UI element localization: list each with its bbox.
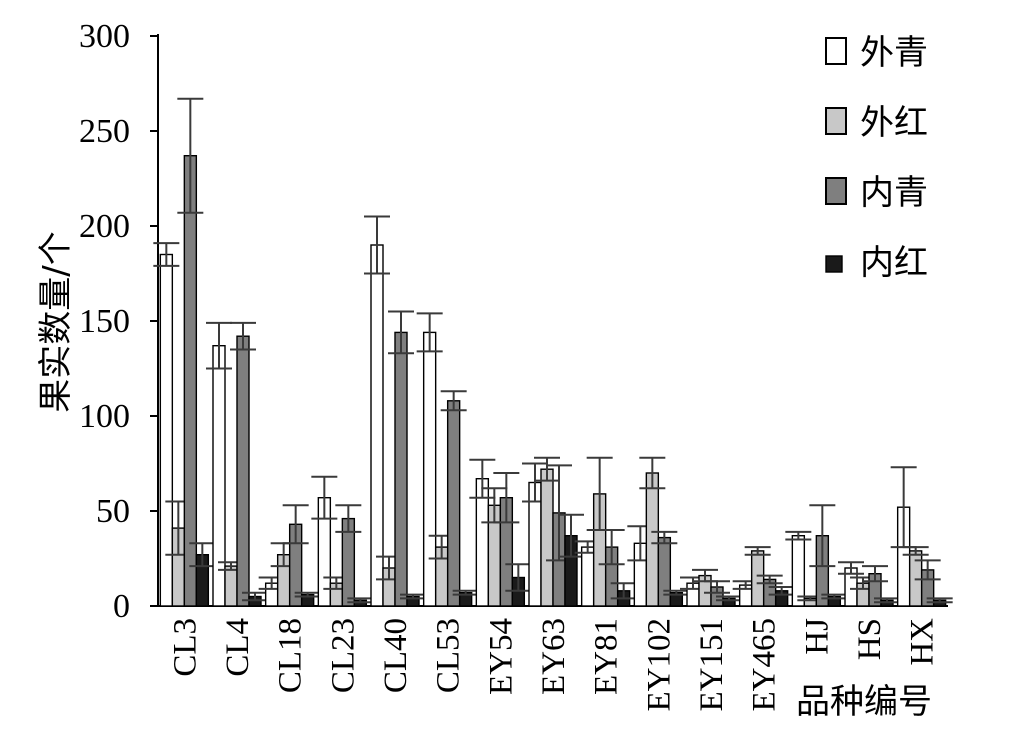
legend-swatch <box>825 177 847 205</box>
y-tick-label: 200 <box>79 208 130 245</box>
y-tick-label: 50 <box>96 493 130 530</box>
bar-EY63-2 <box>540 468 554 607</box>
y-tick-label: 150 <box>79 303 130 340</box>
x-tick-label: CL23 <box>325 618 361 693</box>
legend-item: 外青 <box>825 33 928 73</box>
x-tick-label: CL4 <box>220 618 256 677</box>
y-tick-label: 0 <box>113 588 130 625</box>
y-tick-label: 300 <box>79 18 130 55</box>
x-tick-label: EY63 <box>536 618 572 695</box>
y-tick-label: 250 <box>79 113 130 150</box>
bar-CL3-3 <box>183 154 198 607</box>
bar-EY102-2 <box>645 472 660 607</box>
legend-swatch <box>825 107 847 135</box>
legend-item: 内青 <box>825 173 928 213</box>
bar-CL3-1 <box>159 253 174 607</box>
bar-EY465-2 <box>750 550 765 607</box>
x-tick-label: CL3 <box>167 618 203 677</box>
x-tick-label: EY54 <box>483 618 519 695</box>
legend-swatch <box>825 37 847 65</box>
legend-item: 内红 <box>825 243 928 283</box>
legend-label: 内青 <box>860 173 928 213</box>
bar-CL4-2 <box>224 565 238 607</box>
bar-CL53-1 <box>422 331 437 607</box>
legend-label: 外红 <box>860 103 928 143</box>
bar-HJ-1 <box>791 535 806 607</box>
x-tick-label: CL18 <box>273 618 309 693</box>
legend-item: 外红 <box>825 103 928 143</box>
x-tick-label: EY465 <box>747 618 783 712</box>
x-tick-label: EY102 <box>641 618 677 712</box>
x-tick-label: EY151 <box>694 618 730 712</box>
legend-label: 内红 <box>860 243 928 283</box>
x-tick-label: HX <box>905 618 941 666</box>
bar-CL4-3 <box>236 335 250 607</box>
x-tick-label: EY81 <box>589 618 625 695</box>
legend-swatch <box>825 255 843 273</box>
x-tick-label: CL53 <box>431 618 467 693</box>
bar-CL4-1 <box>212 345 226 607</box>
labels-layer: 0 50 100 150 200 250 300 CL3 CL4 CL18 CL23 CL40 CL53… <box>79 18 941 712</box>
x-tick-label: CL40 <box>378 618 414 693</box>
bar-CL53-3 <box>446 400 461 607</box>
bar-CL40-3 <box>394 331 408 607</box>
x-axis-title: 品种编号 <box>796 682 932 722</box>
y-axis-title: 果实数量/个 <box>36 231 76 412</box>
bar-CL40-1 <box>370 244 384 607</box>
bar-EY81-1 <box>580 546 595 607</box>
legend-label: 外青 <box>860 33 928 73</box>
y-tick-label: 100 <box>79 398 130 435</box>
bar-EY102-3 <box>657 536 672 607</box>
x-tick-label: HJ <box>799 618 835 655</box>
bars-layer <box>153 97 953 607</box>
x-tick-label: HS <box>852 618 888 660</box>
